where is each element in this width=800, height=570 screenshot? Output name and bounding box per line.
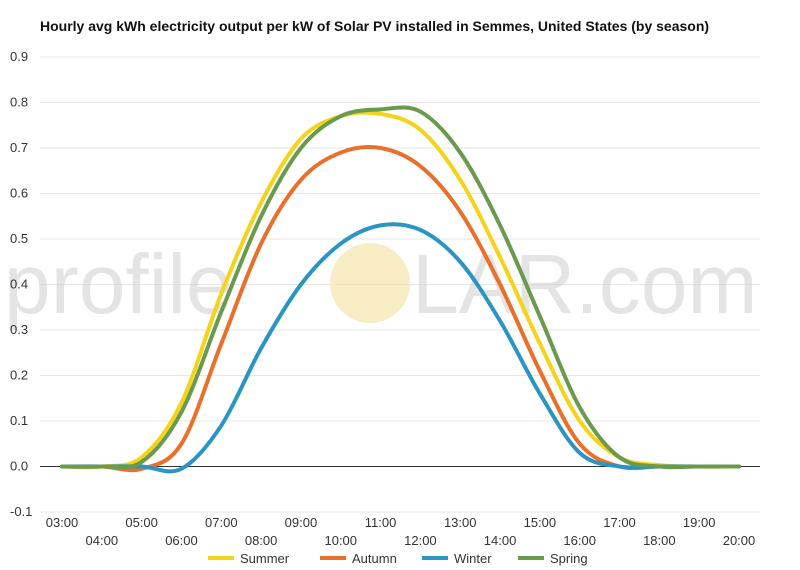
- legend-label-spring: Spring: [550, 551, 588, 566]
- y-tick-label: 0.6: [10, 186, 28, 201]
- x-tick-label: 18:00: [643, 533, 676, 548]
- x-tick-label: 11:00: [365, 515, 397, 530]
- x-tick-label: 17:00: [603, 515, 636, 530]
- y-tick-label: -0.1: [10, 504, 32, 519]
- x-tick-label: 14:00: [484, 533, 517, 548]
- x-tick-label: 20:00: [723, 533, 756, 548]
- x-tick-label: 10:00: [324, 533, 357, 548]
- y-tick-label: 0.7: [10, 140, 28, 155]
- y-tick-label: 0.4: [10, 277, 28, 292]
- x-tick-label: 08:00: [245, 533, 278, 548]
- y-tick-label: 0.2: [10, 368, 28, 383]
- legend-label-winter: Winter: [454, 551, 492, 566]
- grid-lines: [40, 56, 760, 513]
- x-tick-label: 19:00: [683, 515, 716, 530]
- y-tick-label: 0.3: [10, 322, 28, 337]
- y-tick-label: 0.9: [10, 49, 28, 64]
- y-tick-label: 0.1: [10, 413, 28, 428]
- watermark-text-right: LAR.com: [412, 237, 757, 331]
- axes: -0.1 0.0 0.1 0.2 0.3 0.4 0.5 0.6 0.7 0.8 0.9 03:00 0…: [10, 49, 755, 548]
- legend-label-summer: Summer: [240, 551, 290, 566]
- x-tick-label: 07:00: [205, 515, 238, 530]
- x-tick-label: 13:00: [444, 515, 477, 530]
- x-tick-label: 16:00: [563, 533, 596, 548]
- y-tick-label: 0.5: [10, 231, 28, 246]
- watermark-text-left: profile: [4, 237, 233, 331]
- x-tick-label: 06:00: [165, 533, 198, 548]
- watermark-sun-icon: [330, 243, 410, 323]
- chart-title: Hourly avg kWh electricity output per kW…: [40, 18, 710, 34]
- x-tick-label: 05:00: [125, 515, 158, 530]
- x-tick-label: 15:00: [524, 515, 557, 530]
- x-tick-label: 03:00: [46, 515, 79, 530]
- legend: Summer Autumn Winter Spring: [208, 551, 588, 566]
- series-lines: [60, 105, 741, 474]
- series-line-spring: [60, 105, 741, 470]
- x-tick-label: 12:00: [404, 533, 437, 548]
- x-tick-label: 09:00: [285, 515, 318, 530]
- x-tick-label: 04:00: [86, 533, 119, 548]
- watermark: profile LAR.com: [4, 237, 757, 331]
- y-tick-label: 0.8: [10, 95, 28, 110]
- series-line-winter: [60, 222, 741, 474]
- legend-label-autumn: Autumn: [352, 551, 397, 566]
- y-tick-label: 0.0: [10, 459, 28, 474]
